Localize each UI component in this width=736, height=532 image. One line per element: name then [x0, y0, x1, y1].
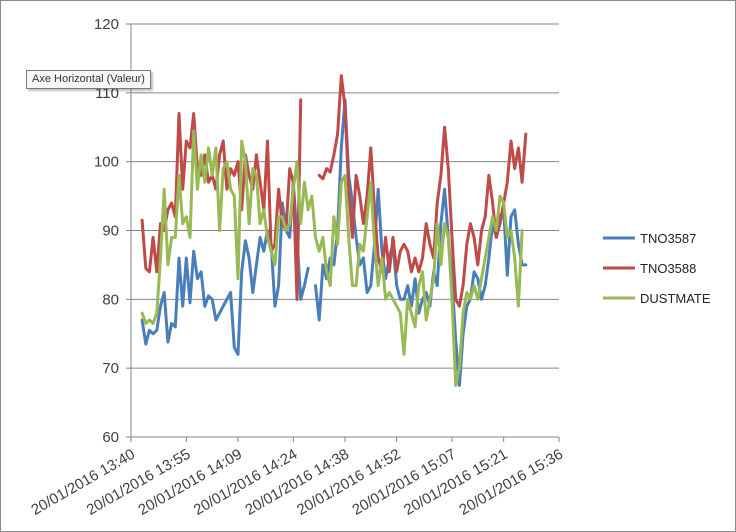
- y-tick-label: 90: [102, 223, 119, 240]
- y-tick-label: 120: [94, 16, 119, 33]
- y-tick-label: 60: [102, 429, 119, 446]
- legend: TNO3587 TNO3588 DUSTMATE: [603, 231, 711, 306]
- y-tick-label: 110: [95, 85, 119, 102]
- gridlines: [126, 23, 559, 438]
- series-line-tno3588: [140, 74, 528, 308]
- legend-label: TNO3588: [640, 261, 696, 276]
- series-line-dustmate: [140, 129, 524, 387]
- legend-label: TNO3587: [640, 231, 696, 246]
- y-tick-label: 100: [94, 154, 119, 171]
- y-tick-label: 80: [102, 291, 119, 308]
- y-tick-label: 70: [102, 360, 119, 377]
- axes: [130, 24, 560, 442]
- series-line-tno3587: [140, 98, 528, 387]
- series-lines: [140, 74, 528, 387]
- y-tick-labels: 60 70 80 90 100 110 120: [94, 16, 119, 446]
- axis-tooltip: Axe Horizontal (Valeur): [26, 70, 151, 89]
- legend-label: DUSTMATE: [640, 291, 711, 306]
